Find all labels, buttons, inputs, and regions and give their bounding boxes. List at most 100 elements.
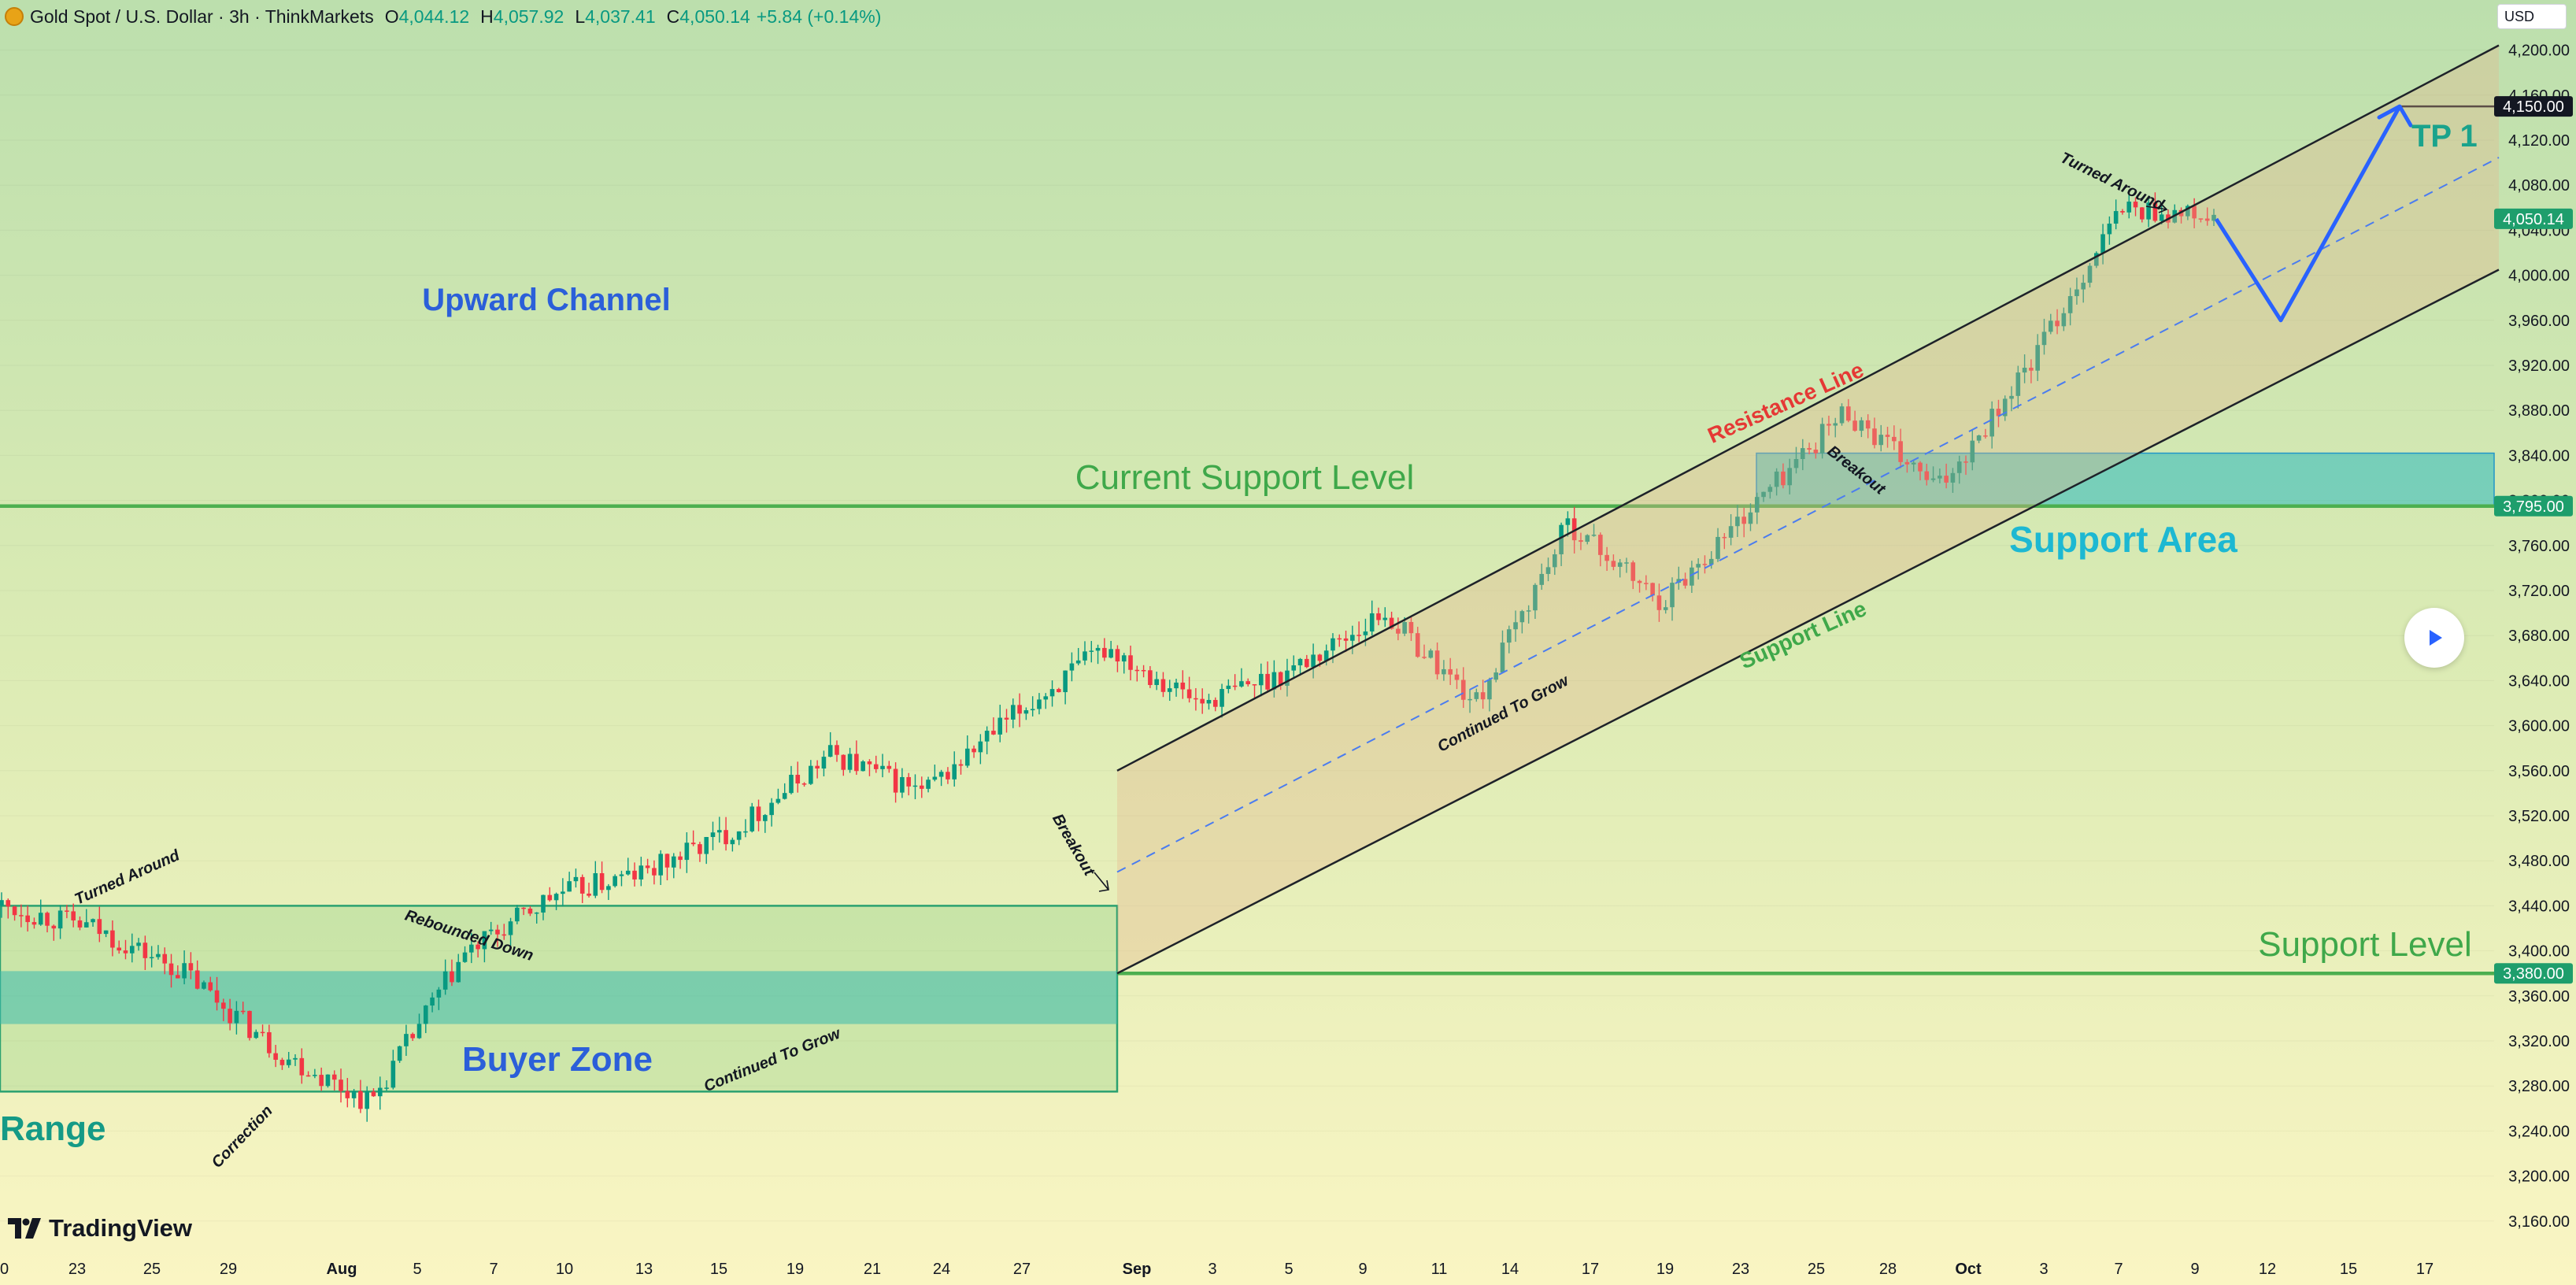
candle xyxy=(678,851,683,869)
candle xyxy=(2093,251,2099,268)
price-marker[interactable]: 4,050.14 xyxy=(2494,208,2573,229)
currency-button[interactable]: USD xyxy=(2497,4,2567,29)
label-support-area[interactable]: Support Area xyxy=(2009,519,2237,560)
projection-path[interactable] xyxy=(2214,105,2402,323)
candle xyxy=(1604,546,1609,572)
support-line[interactable] xyxy=(1116,268,2500,975)
time-tick-label: 5 xyxy=(1284,1261,1293,1278)
price-tick-label: 3,720.00 xyxy=(2508,583,2570,600)
close-value: 4,050.14 xyxy=(679,6,750,27)
candle xyxy=(416,1013,422,1039)
candle xyxy=(390,1050,396,1090)
candle xyxy=(410,1032,416,1042)
candle xyxy=(2015,365,2021,409)
candle xyxy=(1057,687,1061,693)
candle xyxy=(827,731,833,757)
zones-layer xyxy=(0,452,2495,1093)
play-button[interactable] xyxy=(2404,608,2464,668)
candle xyxy=(671,853,676,879)
candle xyxy=(2061,307,2067,331)
candle xyxy=(1442,660,1446,681)
candle xyxy=(1448,657,1453,685)
price-axis[interactable]: 4,200.004,160.004,120.004,080.004,040.00… xyxy=(2494,0,2576,1260)
candle xyxy=(664,854,670,881)
candle xyxy=(932,765,938,782)
symbol-header[interactable]: Gold Spot / U.S. Dollar · 3h · ThinkMark… xyxy=(5,5,881,28)
price-tick-label: 4,000.00 xyxy=(2508,268,2570,285)
price-marker[interactable]: 3,380.00 xyxy=(2494,963,2573,984)
buyer-zone[interactable] xyxy=(0,971,1117,1024)
low-label: L xyxy=(575,6,586,27)
tradingview-logo[interactable]: TradingView xyxy=(8,1214,192,1242)
label-tp1[interactable]: TP 1 xyxy=(2411,119,2478,154)
candle xyxy=(77,916,83,931)
candle xyxy=(919,776,924,798)
price-tick-label: 3,480.00 xyxy=(2508,853,2570,870)
candle xyxy=(2022,354,2027,383)
candle xyxy=(1011,698,1016,728)
candle xyxy=(515,905,520,924)
candle xyxy=(716,817,722,843)
candle xyxy=(2041,318,2047,355)
candle xyxy=(619,870,624,887)
label-support-level[interactable]: Support Level xyxy=(2258,925,2472,964)
candle xyxy=(1487,677,1492,712)
candle xyxy=(319,1067,324,1091)
label-current-support-level[interactable]: Current Support Level xyxy=(1075,458,1414,497)
candle xyxy=(2211,209,2216,227)
candle xyxy=(1245,678,1251,687)
candle xyxy=(25,905,30,932)
candle xyxy=(1911,461,1916,472)
candle xyxy=(1506,625,1512,654)
candle xyxy=(1206,694,1212,710)
symbol-title[interactable]: Gold Spot / U.S. Dollar · 3h · ThinkMark… xyxy=(30,6,374,27)
price-tick-label: 3,600.00 xyxy=(2508,718,2570,735)
time-tick-label: 14 xyxy=(1501,1261,1519,1278)
candle xyxy=(1637,580,1642,593)
candle xyxy=(638,857,644,887)
label-range[interactable]: Range xyxy=(0,1109,105,1148)
resistance-line[interactable] xyxy=(1116,44,2500,772)
support-area-zone[interactable] xyxy=(1756,452,2495,507)
candle xyxy=(2029,359,2034,383)
candle xyxy=(1468,689,1472,713)
channel-fill xyxy=(1117,45,2499,974)
time-tick-label: 9 xyxy=(2190,1261,2199,1278)
candle xyxy=(502,924,507,940)
candle xyxy=(450,959,454,987)
time-axis[interactable]: 0 23 25 29 Aug 5 7 10 13 15 19 21 24 27 Sep 3 5 9 11 14 17 19… xyxy=(0,1261,2434,1278)
time-tick-label: 27 xyxy=(1013,1261,1031,1278)
label-buyer-zone[interactable]: Buyer Zone xyxy=(462,1040,653,1079)
candle xyxy=(194,960,200,990)
candle xyxy=(110,920,115,957)
candle xyxy=(1938,468,1942,483)
candle xyxy=(299,1048,305,1084)
candle xyxy=(880,754,885,778)
candle xyxy=(488,921,494,935)
time-tick-label: 15 xyxy=(710,1261,727,1278)
candle xyxy=(841,754,846,776)
price-marker[interactable]: 3,795.00 xyxy=(2494,495,2573,517)
time-tick-label: 23 xyxy=(1732,1261,1749,1278)
candle xyxy=(964,735,970,768)
candle xyxy=(782,783,787,800)
candle xyxy=(1865,414,1871,439)
candle xyxy=(756,799,761,831)
candle xyxy=(149,946,154,968)
time-tick-label: Oct xyxy=(1955,1261,1982,1278)
candle xyxy=(456,954,461,983)
price-tick-label: 3,320.00 xyxy=(2508,1033,2570,1050)
price-marker[interactable]: 4,150.00 xyxy=(2494,96,2573,117)
candle xyxy=(188,952,194,979)
candle xyxy=(12,905,17,921)
candle xyxy=(1839,403,1845,426)
candle xyxy=(2067,287,2073,326)
candle xyxy=(886,761,892,773)
candle xyxy=(724,817,728,851)
candle xyxy=(1630,560,1636,590)
label-upward-channel[interactable]: Upward Channel xyxy=(422,283,671,317)
candle xyxy=(912,774,918,800)
time-tick-label: 28 xyxy=(1879,1261,1897,1278)
